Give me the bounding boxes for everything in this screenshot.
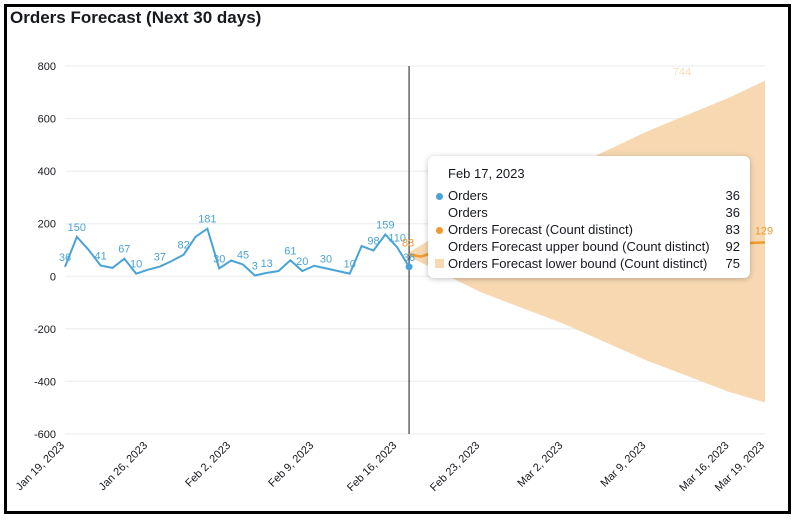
tooltip-value: 83	[725, 222, 740, 237]
tooltip-label: Orders Forecast lower bound (Count disti…	[448, 256, 708, 271]
orders-data-label: 10	[130, 259, 142, 271]
orders-data-label: 67	[118, 244, 130, 256]
forecast-data-label: 129	[755, 225, 773, 237]
orders-data-label: 98	[367, 236, 379, 248]
orders-data-label: 13	[261, 258, 273, 270]
tooltip-row-lower: Orders Forecast lower bound (Count disti…	[435, 256, 740, 273]
tooltip: Feb 17, 2023 Orders 36 Orders 36 Orders …	[428, 156, 750, 278]
tooltip-value: 36	[725, 205, 740, 220]
tooltip-date: Feb 17, 2023	[448, 166, 525, 181]
tooltip-value: 36	[725, 188, 740, 203]
orders-data-label: 20	[296, 256, 308, 268]
tooltip-label: Orders	[448, 205, 488, 220]
orders-data-label: 30	[213, 253, 225, 265]
orders-data-label: 36	[59, 252, 71, 264]
orders-line	[64, 227, 410, 277]
tooltip-label: Orders Forecast upper bound (Count disti…	[448, 239, 710, 254]
y-tick-label: -600	[34, 429, 56, 441]
x-tick-label: Mar 2, 2023	[515, 440, 565, 490]
orders-data-label: 10	[344, 259, 356, 271]
chart-title: Orders Forecast (Next 30 days)	[10, 8, 262, 27]
tooltip-row-forecast: Orders Forecast (Count distinct) 83	[436, 222, 740, 239]
y-tick-label: -400	[34, 376, 56, 388]
y-tick-label: 800	[38, 61, 56, 73]
orders-data-label: 45	[237, 249, 249, 261]
band-square-icon	[435, 259, 444, 268]
orders-data-label: 181	[198, 214, 216, 226]
x-tick-label: Mar 9, 2023	[598, 440, 648, 490]
x-tick-label: Feb 16, 2023	[345, 440, 399, 494]
orders-data-label: 30	[320, 253, 332, 265]
tooltip-label: Orders	[448, 188, 488, 203]
forecast-dot-icon	[436, 227, 443, 234]
orders-data-label: 41	[94, 251, 106, 263]
orders-dot-icon	[436, 193, 443, 200]
x-tick-label: Jan 26, 2023	[97, 440, 150, 493]
tooltip-row-orders-plain: Orders 36	[436, 205, 740, 222]
orders-data-label: 110	[388, 232, 406, 244]
orders-data-label: 36	[403, 252, 415, 264]
y-tick-label: 0	[50, 271, 56, 283]
tooltip-row-upper: Orders Forecast upper bound (Count disti…	[436, 239, 740, 256]
orders-point	[405, 263, 413, 271]
x-tick-label: Jan 19, 2023	[14, 440, 67, 493]
forecast-data-label: 83	[402, 237, 414, 249]
y-tick-label: 600	[38, 114, 56, 126]
tooltip-value: 92	[725, 239, 740, 254]
tooltip-row-orders: Orders 36	[436, 188, 740, 205]
orders-data-label: 82	[178, 240, 190, 252]
x-tick-label: Feb 23, 2023	[428, 440, 482, 494]
tooltip-value: 75	[725, 256, 740, 271]
y-tick-label: 200	[38, 219, 56, 231]
orders-data-label: 150	[68, 222, 86, 234]
orders-data-label: 61	[284, 245, 296, 257]
x-tick-label: Feb 2, 2023	[183, 440, 233, 490]
orders-data-label: 37	[154, 252, 166, 264]
x-tick-label: Feb 9, 2023	[266, 440, 316, 490]
upper-bound-label: 744	[673, 66, 691, 78]
y-tick-label: -200	[34, 324, 56, 336]
orders-data-label: 3	[252, 260, 258, 272]
tooltip-label: Orders Forecast (Count distinct)	[448, 222, 633, 237]
y-tick-label: 400	[38, 166, 56, 178]
orders-data-label: 159	[376, 219, 394, 231]
